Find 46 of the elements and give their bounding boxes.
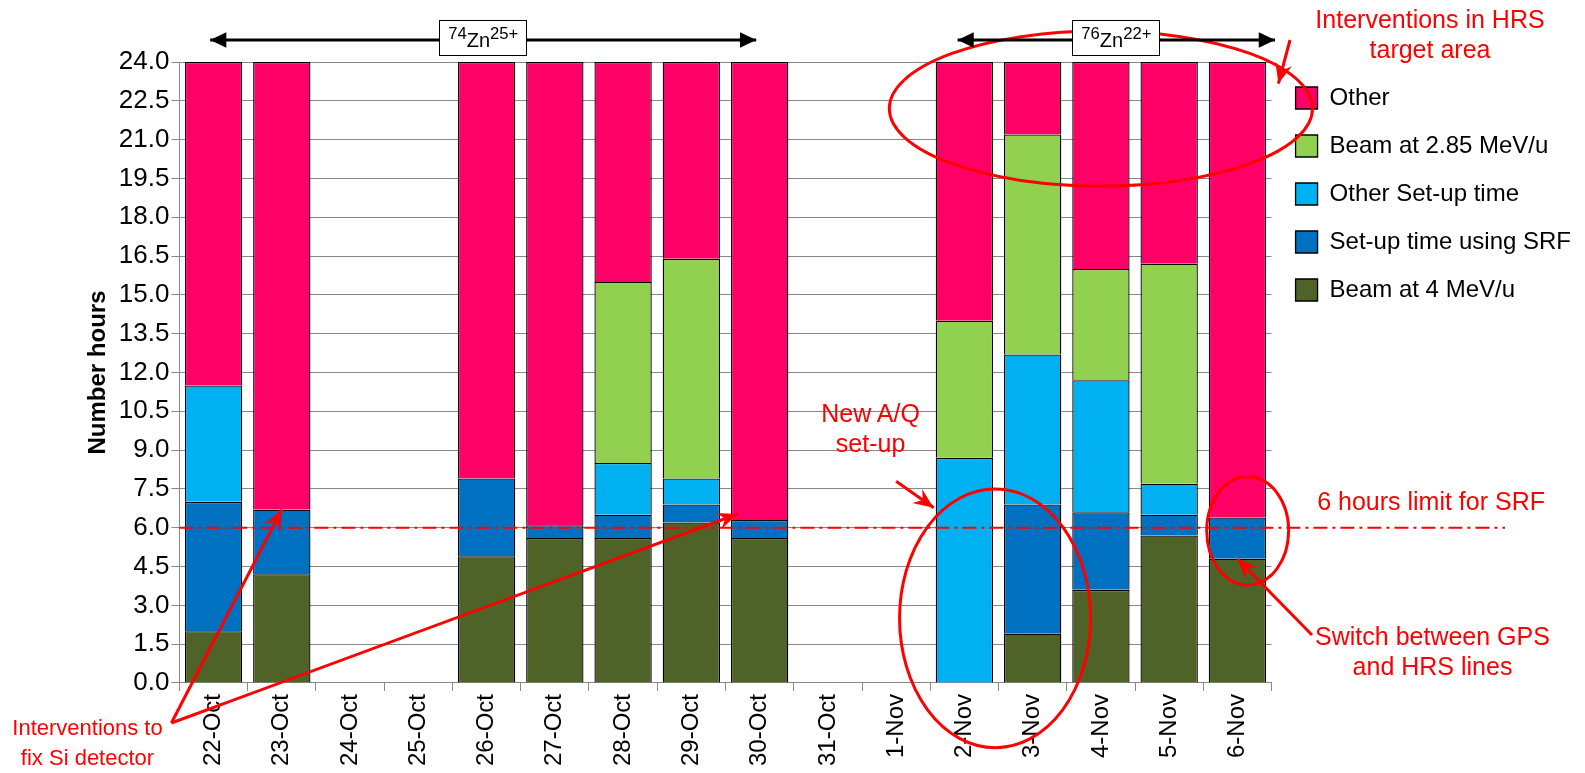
- text: Interventions in HRS target area: [1314, 4, 1546, 64]
- x-tick-label: 25-Oct: [402, 693, 430, 767]
- y-tick-label: 18.0: [118, 200, 170, 231]
- x-tick-label: 3-Nov: [1017, 693, 1045, 759]
- y-tick-label: 22.5: [118, 83, 170, 114]
- legend-label: Other: [1329, 82, 1390, 110]
- text: $^{76}$Zn$^{22+}$: [1072, 20, 1161, 56]
- y-tick-label: 24.0: [118, 45, 170, 76]
- annotation: New A/Q set-up: [820, 398, 921, 459]
- x-tick-label: 29-Oct: [675, 693, 703, 767]
- legend-label: Beam at 4 MeV/u: [1329, 274, 1516, 302]
- x-tick-label: 28-Oct: [607, 693, 635, 767]
- y-tick-label: 15.0: [118, 278, 170, 309]
- x-tick-label: 23-Oct: [266, 693, 294, 767]
- x-tick-label: 22-Oct: [198, 693, 226, 767]
- legend-label: Other Set-up time: [1329, 178, 1519, 206]
- y-tick-label: 13.5: [118, 316, 170, 347]
- x-tick-label: 30-Oct: [744, 693, 772, 767]
- y-axis-title: Number hours: [83, 290, 111, 455]
- y-tick-label: 16.5: [118, 239, 170, 270]
- x-tick-label: 6-Nov: [1222, 693, 1250, 759]
- ref-line-label: 6 hours limit for SRF: [1317, 487, 1545, 516]
- y-tick-label: 9.0: [133, 433, 170, 464]
- y-tick-label: 6.0: [133, 510, 170, 541]
- x-tick-label: 24-Oct: [334, 693, 362, 767]
- legend-label: Beam at 2.85 MeV/u: [1329, 130, 1549, 158]
- text: $^{74}$Zn$^{25+}$: [439, 20, 528, 56]
- y-tick-label: 4.5: [133, 549, 170, 580]
- x-tick-label: 4-Nov: [1085, 693, 1113, 759]
- y-tick-label: 3.0: [133, 588, 170, 619]
- x-tick-label: 2-Nov: [949, 693, 977, 759]
- annotation: Interventions to fix Si detector: [11, 713, 164, 772]
- x-tick-label: 26-Oct: [471, 693, 499, 767]
- x-tick-label: 31-Oct: [812, 693, 840, 767]
- y-tick-label: 0.0: [133, 666, 170, 697]
- x-tick-label: 5-Nov: [1153, 693, 1181, 759]
- x-tick-label: 1-Nov: [880, 693, 908, 759]
- legend-label: Set-up time using SRF: [1329, 226, 1572, 254]
- y-tick-label: 19.5: [118, 161, 170, 192]
- y-tick-label: 10.5: [118, 394, 170, 425]
- y-tick-label: 1.5: [133, 627, 170, 658]
- y-tick-label: 7.5: [133, 472, 170, 503]
- x-tick-label: 27-Oct: [539, 693, 567, 767]
- y-tick-label: 12.0: [118, 355, 170, 386]
- annotation: Switch between GPS and HRS lines: [1314, 620, 1551, 681]
- y-tick-label: 21.0: [118, 122, 170, 153]
